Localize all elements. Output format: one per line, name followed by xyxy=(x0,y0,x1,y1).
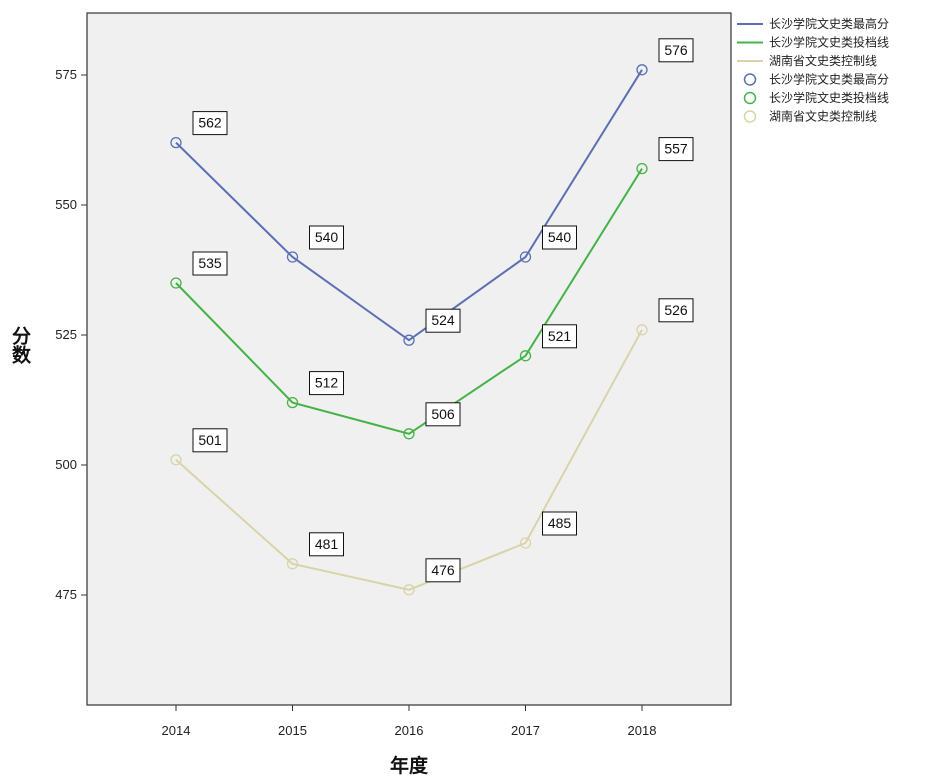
x-tick-label: 2015 xyxy=(278,723,307,738)
y-axis-title: 分数 xyxy=(9,326,31,365)
data-label: 512 xyxy=(315,375,339,391)
y-tick-label: 550 xyxy=(55,197,77,212)
x-axis: 2014 2015 2016 2017 2018 xyxy=(162,705,657,738)
legend-marker-swatch xyxy=(745,93,756,104)
y-tick-label: 575 xyxy=(55,67,77,82)
legend-marker-swatch xyxy=(745,111,756,122)
legend: 长沙学院文史类最高分长沙学院文史类投档线湖南省文史类控制线长沙学院文史类最高分长… xyxy=(737,16,889,124)
x-tick-label: 2018 xyxy=(628,723,657,738)
y-axis: 475 500 525 550 575 xyxy=(55,67,87,602)
data-label: 540 xyxy=(315,229,339,245)
data-label: 576 xyxy=(664,42,688,58)
y-tick-label: 475 xyxy=(55,587,77,602)
legend-entry-marker: 湖南省文史类控制线 xyxy=(769,109,877,124)
x-tick-label: 2017 xyxy=(511,723,540,738)
x-axis-title: 年度 xyxy=(390,754,429,777)
data-label: 476 xyxy=(431,562,455,578)
legend-entry-line: 长沙学院文史类投档线 xyxy=(769,35,889,50)
data-label: 526 xyxy=(664,302,688,318)
legend-entry-line: 长沙学院文史类最高分 xyxy=(769,16,889,31)
data-label: 562 xyxy=(198,115,222,131)
legend-entry-marker: 长沙学院文史类投档线 xyxy=(769,90,889,105)
data-label: 485 xyxy=(548,515,572,531)
legend-entry-marker: 长沙学院文史类最高分 xyxy=(769,72,889,87)
data-label: 524 xyxy=(431,312,455,328)
data-label: 481 xyxy=(315,536,339,552)
legend-entry-line: 湖南省文史类控制线 xyxy=(769,53,877,68)
y-tick-label: 500 xyxy=(55,457,77,472)
data-label: 506 xyxy=(431,406,455,422)
data-label: 521 xyxy=(548,328,572,344)
x-tick-label: 2016 xyxy=(395,723,424,738)
plot-area xyxy=(87,13,731,705)
data-label: 535 xyxy=(198,255,222,271)
data-label: 557 xyxy=(664,141,688,157)
data-label: 501 xyxy=(198,432,222,448)
legend-marker-swatch xyxy=(745,74,756,85)
x-tick-label: 2014 xyxy=(162,723,191,738)
y-tick-label: 525 xyxy=(55,327,77,342)
data-label: 540 xyxy=(548,229,572,245)
